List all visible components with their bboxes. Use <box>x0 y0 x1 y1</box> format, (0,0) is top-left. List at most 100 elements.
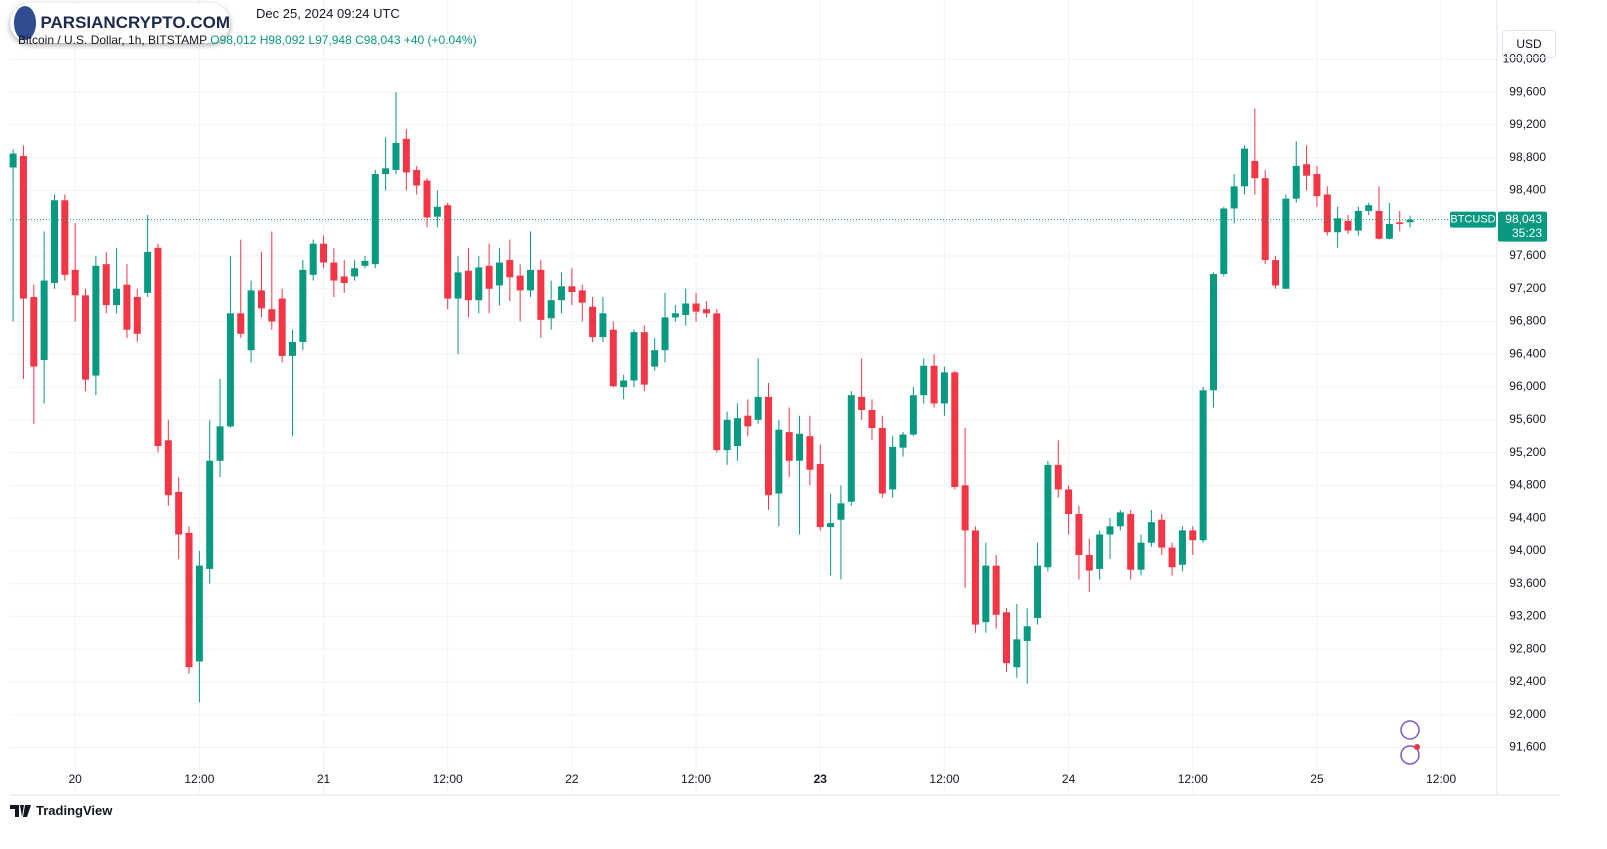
candle-body <box>1158 519 1166 548</box>
x-tick-label: 12:00 <box>681 772 711 786</box>
candle-body <box>744 415 752 427</box>
icons <box>1400 720 1420 765</box>
candle-body <box>257 290 265 309</box>
candle-body <box>961 485 969 531</box>
candle-body <box>247 290 255 351</box>
candle-body <box>765 396 773 496</box>
candle-body <box>454 272 462 299</box>
y-tick-label: 96,400 <box>1509 346 1546 360</box>
y-tick-label: 92,400 <box>1509 674 1546 688</box>
candle-body <box>1085 554 1093 571</box>
candle-body <box>1147 522 1155 543</box>
candle-body <box>1354 210 1362 231</box>
candle-body <box>1303 164 1311 176</box>
candle-body <box>889 446 897 490</box>
candle-body <box>796 433 804 461</box>
candle-body <box>413 169 421 186</box>
x-tick-label: 22 <box>565 772 579 786</box>
candle-body <box>868 409 876 429</box>
candle-body <box>1272 260 1280 286</box>
watermark: PARSIANCRYPTO.COM <box>10 3 230 43</box>
candle-body <box>816 464 824 528</box>
candle-body <box>423 180 431 218</box>
candle-body <box>733 418 741 447</box>
candle-body <box>1106 526 1114 535</box>
candle-body <box>206 460 214 569</box>
candle-body <box>113 288 121 306</box>
x-tick-label: 12:00 <box>1178 772 1208 786</box>
y-tick-label: 93,200 <box>1509 609 1546 623</box>
candle-body <box>754 396 762 420</box>
candle-body <box>71 269 79 296</box>
candle-body <box>1044 464 1052 568</box>
candle-body <box>930 365 938 404</box>
y-tick-label: 94,400 <box>1509 510 1546 524</box>
candle-body <box>340 276 348 284</box>
candle-body <box>527 269 535 291</box>
brand-logo <box>10 804 31 817</box>
candle-body <box>371 174 379 265</box>
candle-body <box>1251 160 1259 179</box>
candle-body <box>1334 218 1342 233</box>
candle-body <box>671 313 679 318</box>
candle-body <box>847 395 855 502</box>
candle-body <box>1241 148 1249 187</box>
candle-body <box>702 309 710 314</box>
currency-button[interactable]: USD <box>1502 30 1556 58</box>
candle-body <box>175 491 183 535</box>
x-tick-label: 24 <box>1062 772 1076 786</box>
candle-body <box>713 313 721 451</box>
candle-body <box>951 372 959 487</box>
candle-body <box>1406 219 1414 223</box>
candle-body <box>837 503 845 520</box>
candle-body <box>444 205 452 299</box>
candle-body <box>1230 186 1238 209</box>
y-tick-label: 98,800 <box>1509 150 1546 164</box>
x-tick-label: 12:00 <box>433 772 463 786</box>
candle-body <box>40 280 48 361</box>
y-tick-label: 97,600 <box>1509 248 1546 262</box>
candle-body <box>330 262 338 281</box>
candle-body <box>19 156 27 299</box>
x-tick-label: 23 <box>814 772 828 786</box>
candle-body <box>1013 639 1021 668</box>
candle-body <box>1075 514 1083 555</box>
countdown-text: 35:23 <box>1512 226 1542 240</box>
candle-body <box>609 329 617 387</box>
candle-body <box>1178 530 1186 565</box>
candle-body <box>288 341 296 356</box>
candle-body <box>620 380 628 388</box>
candle-body <box>50 200 58 284</box>
symbol-tag <box>1450 211 1496 228</box>
y-tick-label: 97,200 <box>1509 281 1546 295</box>
watermark-text: PARSIANCRYPTO.COM <box>40 13 230 32</box>
candle-body <box>858 396 866 410</box>
candle-body <box>123 284 131 330</box>
candle-body <box>1168 547 1176 568</box>
y-tick-label: 99,600 <box>1509 84 1546 98</box>
candle-body <box>1137 542 1145 570</box>
candle-body <box>1323 194 1331 233</box>
candle-body <box>195 565 203 662</box>
price-tag <box>1498 211 1547 242</box>
candle-body <box>216 426 224 461</box>
candle-body <box>402 138 410 173</box>
candle-body <box>940 372 948 404</box>
candle-body <box>1261 178 1269 261</box>
candle-body <box>102 264 110 306</box>
y-tick-label: 96,800 <box>1509 314 1546 328</box>
candle-body <box>558 286 566 301</box>
candle-body <box>661 317 669 351</box>
candle-body <box>568 286 576 293</box>
change: +40 (+0.04%) <box>403 33 477 47</box>
candle-body <box>1282 198 1290 289</box>
candle-body <box>692 303 700 312</box>
candle-body <box>82 295 90 380</box>
candle-body <box>464 270 472 301</box>
candle-body <box>278 298 286 356</box>
candle-body <box>351 268 359 277</box>
candle-body <box>971 530 979 625</box>
candle-body <box>1116 512 1124 527</box>
candle-body <box>516 275 524 291</box>
